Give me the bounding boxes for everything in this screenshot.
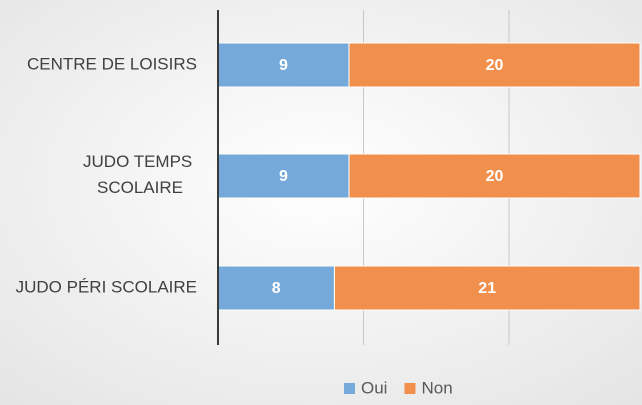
data-label: 21 — [478, 280, 496, 297]
bar-segment — [333, 265, 641, 311]
bar-segment — [217, 265, 335, 311]
category-label: JUDO TEMPS SCOLAIRE — [83, 152, 197, 197]
data-label: 9 — [279, 168, 288, 185]
legend-label: Non — [421, 378, 452, 397]
data-label: 20 — [486, 57, 504, 74]
legend-swatch — [404, 383, 416, 394]
category-label: CENTRE DE LOISIRS — [27, 54, 197, 73]
data-label: 20 — [486, 168, 504, 185]
data-label: 9 — [279, 57, 288, 74]
bar-segment — [217, 42, 350, 88]
legend-label: Oui — [361, 378, 387, 397]
legend-swatch — [344, 383, 355, 394]
bar-segment — [348, 153, 641, 199]
bar-segment — [348, 42, 641, 88]
bar-segment — [217, 153, 350, 199]
data-label: 8 — [272, 280, 281, 297]
category-label: JUDO PÉRI SCOLAIRE — [16, 277, 197, 296]
